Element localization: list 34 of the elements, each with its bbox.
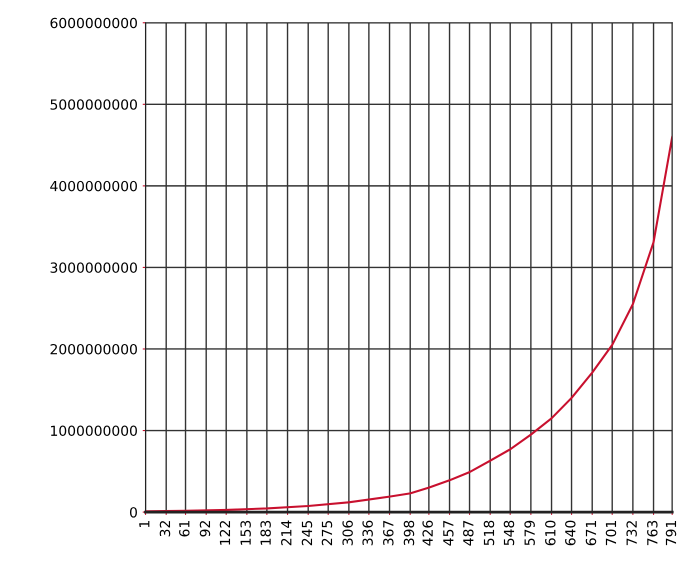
x-tick-label: 32	[160, 521, 170, 536]
y-tick-label: 6000000000	[50, 18, 137, 28]
y-tick-label: 4000000000	[50, 180, 137, 192]
x-tick-label: 548	[504, 520, 514, 546]
x-tick-label: 1	[139, 521, 150, 528]
x-tick-label: 183	[260, 520, 271, 545]
x-tick-label: 671	[586, 521, 596, 546]
x-tick-label: 640	[565, 520, 576, 546]
x-tick-label: 245	[302, 520, 312, 546]
x-tick-label: 153	[240, 520, 251, 545]
y-tick-label: 3000000000	[50, 262, 137, 273]
x-tick-label: 763	[647, 520, 658, 546]
x-tick-label: 457	[443, 520, 454, 546]
x-tick-label: 306	[342, 520, 353, 546]
x-tick-label: 367	[383, 520, 394, 546]
x-tick-label: 426	[422, 520, 433, 546]
x-tick-label: 92	[200, 521, 210, 537]
y-tick-label: 1000000000	[51, 426, 137, 436]
y-tick-label: 0	[130, 507, 137, 518]
x-tick-label: 518	[484, 520, 494, 546]
y-tick-label: 2000000000	[50, 344, 137, 354]
x-tick-label: 487	[463, 520, 474, 546]
x-tick-label: 275	[322, 520, 332, 546]
x-tick-label: 398	[404, 520, 414, 546]
x-tick-label: 701	[606, 521, 616, 546]
x-tick-label: 791	[666, 521, 676, 546]
x-tick-label: 732	[626, 521, 637, 546]
x-tick-label: 122	[220, 521, 230, 545]
x-tick-label: 336	[362, 520, 373, 546]
x-tick-label: 579	[524, 520, 535, 546]
y-tick-label: 5000000000	[50, 99, 137, 110]
x-tick-label: 61	[179, 521, 190, 536]
x-tick-label: 214	[281, 520, 292, 546]
x-tick-label: 610	[545, 520, 556, 546]
